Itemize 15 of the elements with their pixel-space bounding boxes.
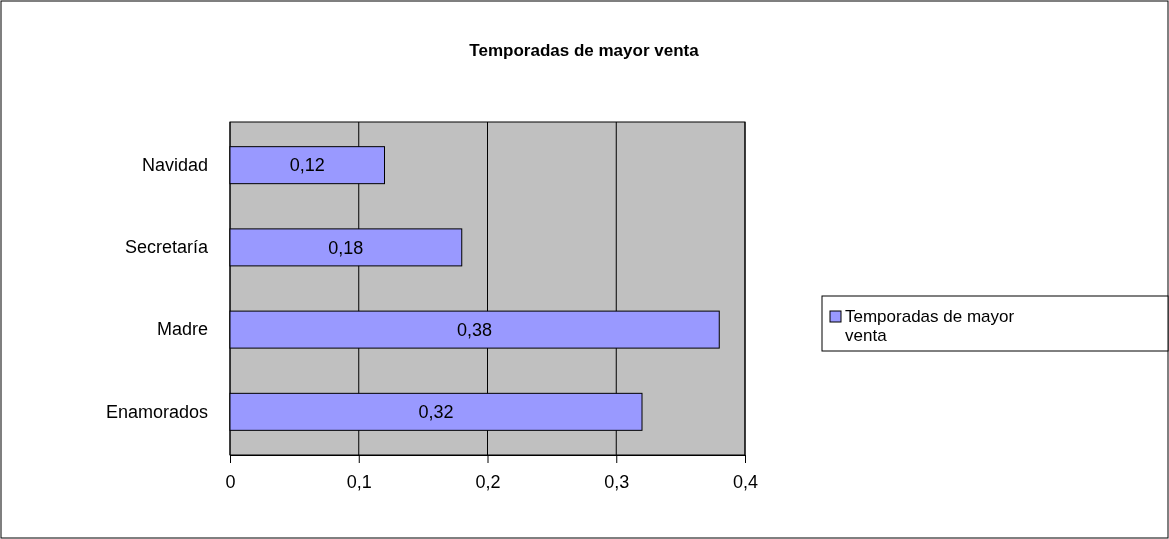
data-label: 0,12 [289, 155, 325, 176]
chart-title: Temporadas de mayor venta [469, 41, 700, 60]
data-label: 0,18 [328, 237, 364, 258]
y-tick-label: Enamorados [105, 401, 208, 422]
y-tick-label: Madre [156, 319, 208, 340]
x-tick-label: 0,2 [475, 471, 501, 492]
data-label: 0,38 [457, 319, 493, 340]
x-tick-label: 0,4 [732, 471, 759, 492]
x-tick-label: 0,3 [604, 471, 630, 492]
x-tick-label: 0,1 [346, 471, 372, 492]
y-tick-label: Navidad [141, 154, 208, 175]
x-tick-label: 0 [225, 471, 236, 492]
data-label: 0,32 [418, 402, 454, 423]
legend-label: Temporadas de mayor venta [845, 307, 1015, 345]
y-tick-label: Secretaría [124, 237, 209, 258]
